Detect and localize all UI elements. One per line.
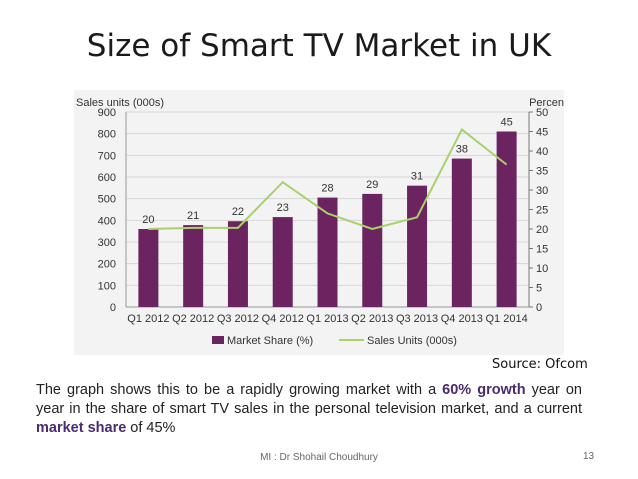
sales-units-line xyxy=(148,128,508,231)
x-tick-label: Q4 2012 xyxy=(262,313,304,325)
right-tick-label: 30 xyxy=(536,185,548,197)
right-tick-label: 15 xyxy=(536,244,548,256)
left-tick-label: 0 xyxy=(110,302,116,314)
legend-label: Market Share (%) xyxy=(227,335,313,347)
right-tick-label: 20 xyxy=(536,224,548,236)
body-text-part: year on year in the share of smart TV sa… xyxy=(36,382,582,417)
right-tick-label: 25 xyxy=(536,205,548,217)
right-tick-label: 0 xyxy=(536,302,542,314)
left-tick-label: 200 xyxy=(98,259,116,271)
bar xyxy=(496,131,517,307)
x-tick-label: Q2 2013 xyxy=(351,313,393,325)
footer-author: MI : Dr Shohail Choudhury xyxy=(260,452,378,463)
right-tick-label: 5 xyxy=(536,283,542,295)
bar-data-label: 21 xyxy=(187,210,199,222)
bar xyxy=(317,197,338,307)
right-axis-title: Percent xyxy=(529,97,564,109)
legend-label: Sales Units (000s) xyxy=(367,335,457,347)
body-text-part: of 45% xyxy=(126,420,176,436)
bar-data-label: 45 xyxy=(500,117,512,129)
bar-data-label: 38 xyxy=(456,144,468,156)
bar-data-label: 20 xyxy=(142,214,154,226)
x-tick-label: Q1 2012 xyxy=(127,313,169,325)
right-tick-label: 50 xyxy=(536,107,548,119)
left-tick-label: 300 xyxy=(98,237,116,249)
bar-data-label: 31 xyxy=(411,171,423,183)
x-tick-label: Q1 2014 xyxy=(486,313,528,325)
x-tick-label: Q2 2012 xyxy=(172,313,214,325)
bar-data-label: 29 xyxy=(366,179,378,191)
right-tick-label: 40 xyxy=(536,146,548,158)
left-tick-label: 100 xyxy=(98,280,116,292)
body-text: The graph shows this to be a rapidly gro… xyxy=(36,381,582,438)
bar xyxy=(362,193,383,307)
x-tick-label: Q4 2013 xyxy=(441,313,483,325)
right-tick-label: 35 xyxy=(536,166,548,178)
highlight-growth: 60% growth xyxy=(442,382,526,398)
page-number: 13 xyxy=(583,451,595,462)
x-tick-label: Q1 2013 xyxy=(306,313,348,325)
right-tick-label: 10 xyxy=(536,263,548,275)
bar-data-label: 22 xyxy=(232,206,244,218)
legend-bar-swatch xyxy=(212,336,224,344)
x-tick-label: Q3 2013 xyxy=(396,313,438,325)
body-text-part: The graph shows this to be a rapidly gro… xyxy=(36,382,443,398)
left-tick-label: 700 xyxy=(98,150,116,162)
left-tick-label: 500 xyxy=(98,194,116,206)
bar xyxy=(183,225,204,307)
slide-title: Size of Smart TV Market in UK xyxy=(86,28,552,64)
source-note: Source: Ofcom xyxy=(492,357,588,372)
x-tick-label: Q3 2012 xyxy=(217,313,259,325)
highlight-market-share: market share xyxy=(36,420,127,436)
left-tick-label: 600 xyxy=(98,172,116,184)
left-axis-title: Sales units (000s) xyxy=(76,97,164,109)
bar xyxy=(451,158,472,307)
left-tick-label: 900 xyxy=(98,107,116,119)
smart-tv-chart: 0 100 200 300 400 500 600 700 800 900 0 5 10 15 20 25 30… xyxy=(74,90,564,355)
right-tick-label: 45 xyxy=(536,127,548,139)
left-tick-label: 800 xyxy=(98,129,116,141)
left-tick-label: 400 xyxy=(98,215,116,227)
bar xyxy=(138,229,159,307)
bar-data-label: 23 xyxy=(277,202,289,214)
bar xyxy=(407,185,428,307)
bar-data-label: 28 xyxy=(321,183,333,195)
bar xyxy=(227,221,248,307)
bar xyxy=(272,217,293,307)
